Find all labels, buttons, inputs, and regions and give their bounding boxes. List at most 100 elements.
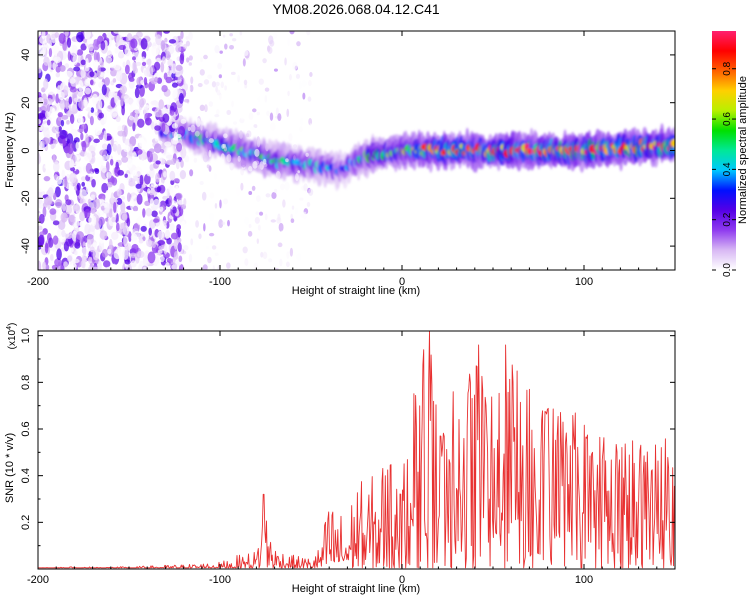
noise-blob (132, 122, 136, 132)
noise-blob (111, 263, 117, 270)
noise-blob (94, 168, 100, 174)
noise-blob (218, 219, 224, 229)
noise-blob (199, 69, 205, 76)
spectrogram-y-tick-label: 40 (20, 49, 32, 61)
noise-blob (135, 148, 143, 155)
noise-blob (134, 166, 142, 177)
noise-blob (167, 59, 174, 67)
noise-blob (53, 56, 61, 64)
noise-blob (113, 94, 118, 104)
noise-blob (267, 46, 273, 55)
colorbar-tick-label: 0.2 (722, 212, 733, 226)
noise-blob (80, 123, 87, 130)
noise-blob (89, 79, 94, 86)
noise-blob (141, 61, 147, 66)
noise-blob (150, 100, 159, 106)
noise-blob (244, 216, 249, 225)
noise-blob (292, 144, 298, 149)
noise-blob (86, 239, 92, 249)
noise-blob (274, 267, 279, 270)
noise-blob (107, 248, 112, 255)
noise-blob (241, 89, 245, 98)
noise-blob (296, 253, 302, 262)
noise-blob (74, 250, 78, 256)
noise-blob (190, 238, 194, 246)
noise-blob (52, 235, 59, 245)
noise-blob (297, 170, 301, 174)
noise-blob (89, 115, 94, 126)
noise-blob (169, 258, 173, 264)
noise-blob (171, 72, 176, 79)
noise-blob (140, 38, 148, 50)
noise-blob (231, 38, 237, 42)
noise-blob (153, 218, 160, 223)
noise-blob (171, 82, 178, 88)
noise-blob (106, 152, 112, 164)
noise-blob (277, 213, 281, 221)
noise-blob (152, 183, 159, 188)
noise-blob (306, 31, 311, 36)
noise-blob (69, 113, 75, 124)
noise-blob (39, 231, 45, 236)
noise-blob (206, 164, 210, 169)
noise-blob (183, 198, 187, 207)
noise-blob (229, 44, 234, 50)
noise-blob (295, 173, 299, 182)
noise-blob (180, 146, 187, 159)
noise-blob (204, 31, 208, 40)
noise-blob (80, 43, 87, 51)
noise-blob (154, 133, 159, 142)
noise-blob (116, 143, 122, 156)
noise-blob (286, 108, 290, 118)
noise-blob (117, 169, 125, 176)
noise-blob (89, 246, 95, 253)
noise-blob (46, 33, 51, 44)
noise-blob (145, 207, 153, 217)
noise-blob (72, 54, 78, 66)
noise-blob (52, 154, 56, 163)
noise-blob (303, 183, 308, 192)
noise-blob (59, 64, 66, 72)
noise-blob (180, 220, 186, 230)
noise-blob (225, 232, 230, 239)
noise-blob (76, 31, 84, 43)
noise-blob (207, 256, 212, 264)
noise-blob (266, 110, 270, 116)
noise-blob (301, 138, 305, 145)
noise-blob (206, 90, 211, 98)
snr-y-tick-label: 0.6 (20, 421, 32, 436)
snr-y-axis-label: SNR (10 * v/v) (4, 433, 16, 503)
noise-blob (113, 31, 122, 34)
noise-blob (175, 192, 183, 200)
colorbar: 0.0 0.2 0.4 0.6 0.8 Normalized spectral ampl… (712, 31, 749, 277)
noise-blob (254, 148, 260, 157)
spectrogram-x-tick-label: -100 (209, 276, 231, 288)
noise-blob (147, 251, 156, 264)
noise-blob (159, 255, 165, 263)
noise-blob (124, 64, 130, 75)
noise-blob (166, 237, 172, 245)
noise-blob (172, 206, 177, 214)
noise-blob (97, 65, 101, 77)
snr-y-multiplier: (x104) (6, 323, 18, 350)
noise-blob (82, 38, 88, 43)
noise-blob (90, 194, 96, 201)
noise-blob (202, 264, 208, 270)
noise-blob (214, 252, 219, 256)
noise-blob (289, 73, 292, 81)
noise-blob (60, 119, 65, 127)
noise-blob (139, 174, 144, 186)
noise-blob (38, 107, 43, 112)
noise-blob (69, 86, 77, 93)
noise-blob (303, 211, 307, 220)
noise-blob (214, 202, 218, 209)
noise-blob (101, 205, 105, 211)
noise-blob (133, 230, 140, 238)
noise-blob (95, 198, 100, 204)
noise-blob (106, 171, 112, 178)
noise-blob (178, 115, 184, 121)
noise-blob (295, 73, 301, 79)
noise-blob (158, 89, 163, 98)
noise-blob (189, 84, 194, 93)
noise-blob (43, 56, 50, 67)
